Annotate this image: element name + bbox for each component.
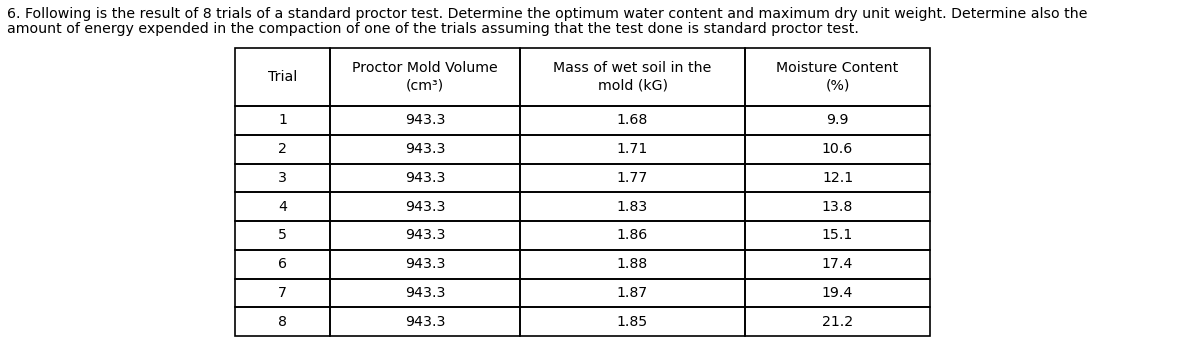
- Text: 12.1: 12.1: [822, 171, 853, 185]
- Text: 8: 8: [278, 315, 287, 329]
- Text: 10.6: 10.6: [822, 142, 853, 156]
- Text: 4: 4: [278, 199, 287, 213]
- Text: 21.2: 21.2: [822, 315, 853, 329]
- Text: 7: 7: [278, 286, 287, 300]
- Text: 943.3: 943.3: [404, 315, 445, 329]
- Text: 1: 1: [278, 113, 287, 128]
- Text: 1.85: 1.85: [617, 315, 648, 329]
- Text: 1.77: 1.77: [617, 171, 648, 185]
- Text: Mass of wet soil in the
mold (kG): Mass of wet soil in the mold (kG): [553, 61, 712, 93]
- Text: 1.88: 1.88: [617, 257, 648, 271]
- Text: 15.1: 15.1: [822, 228, 853, 242]
- Text: Proctor Mold Volume
(cm³): Proctor Mold Volume (cm³): [352, 61, 498, 93]
- Text: 1.87: 1.87: [617, 286, 648, 300]
- Text: amount of energy expended in the compaction of one of the trials assuming that t: amount of energy expended in the compact…: [7, 22, 859, 36]
- Text: 943.3: 943.3: [404, 257, 445, 271]
- Text: 1.83: 1.83: [617, 199, 648, 213]
- Text: 3: 3: [278, 171, 287, 185]
- Text: 6. Following is the result of 8 trials of a standard proctor test. Determine the: 6. Following is the result of 8 trials o…: [7, 7, 1087, 21]
- Text: 943.3: 943.3: [404, 113, 445, 128]
- Text: 943.3: 943.3: [404, 228, 445, 242]
- Text: 6: 6: [278, 257, 287, 271]
- Text: 17.4: 17.4: [822, 257, 853, 271]
- Text: 19.4: 19.4: [822, 286, 853, 300]
- Text: 943.3: 943.3: [404, 199, 445, 213]
- Text: 13.8: 13.8: [822, 199, 853, 213]
- Text: 5: 5: [278, 228, 287, 242]
- Text: 943.3: 943.3: [404, 171, 445, 185]
- Text: 1.71: 1.71: [617, 142, 648, 156]
- Text: 943.3: 943.3: [404, 286, 445, 300]
- Text: 2: 2: [278, 142, 287, 156]
- Text: Moisture Content
(%): Moisture Content (%): [776, 61, 899, 93]
- Text: 9.9: 9.9: [827, 113, 848, 128]
- Text: 943.3: 943.3: [404, 142, 445, 156]
- Text: Trial: Trial: [268, 70, 298, 84]
- Text: 1.86: 1.86: [617, 228, 648, 242]
- Text: 1.68: 1.68: [617, 113, 648, 128]
